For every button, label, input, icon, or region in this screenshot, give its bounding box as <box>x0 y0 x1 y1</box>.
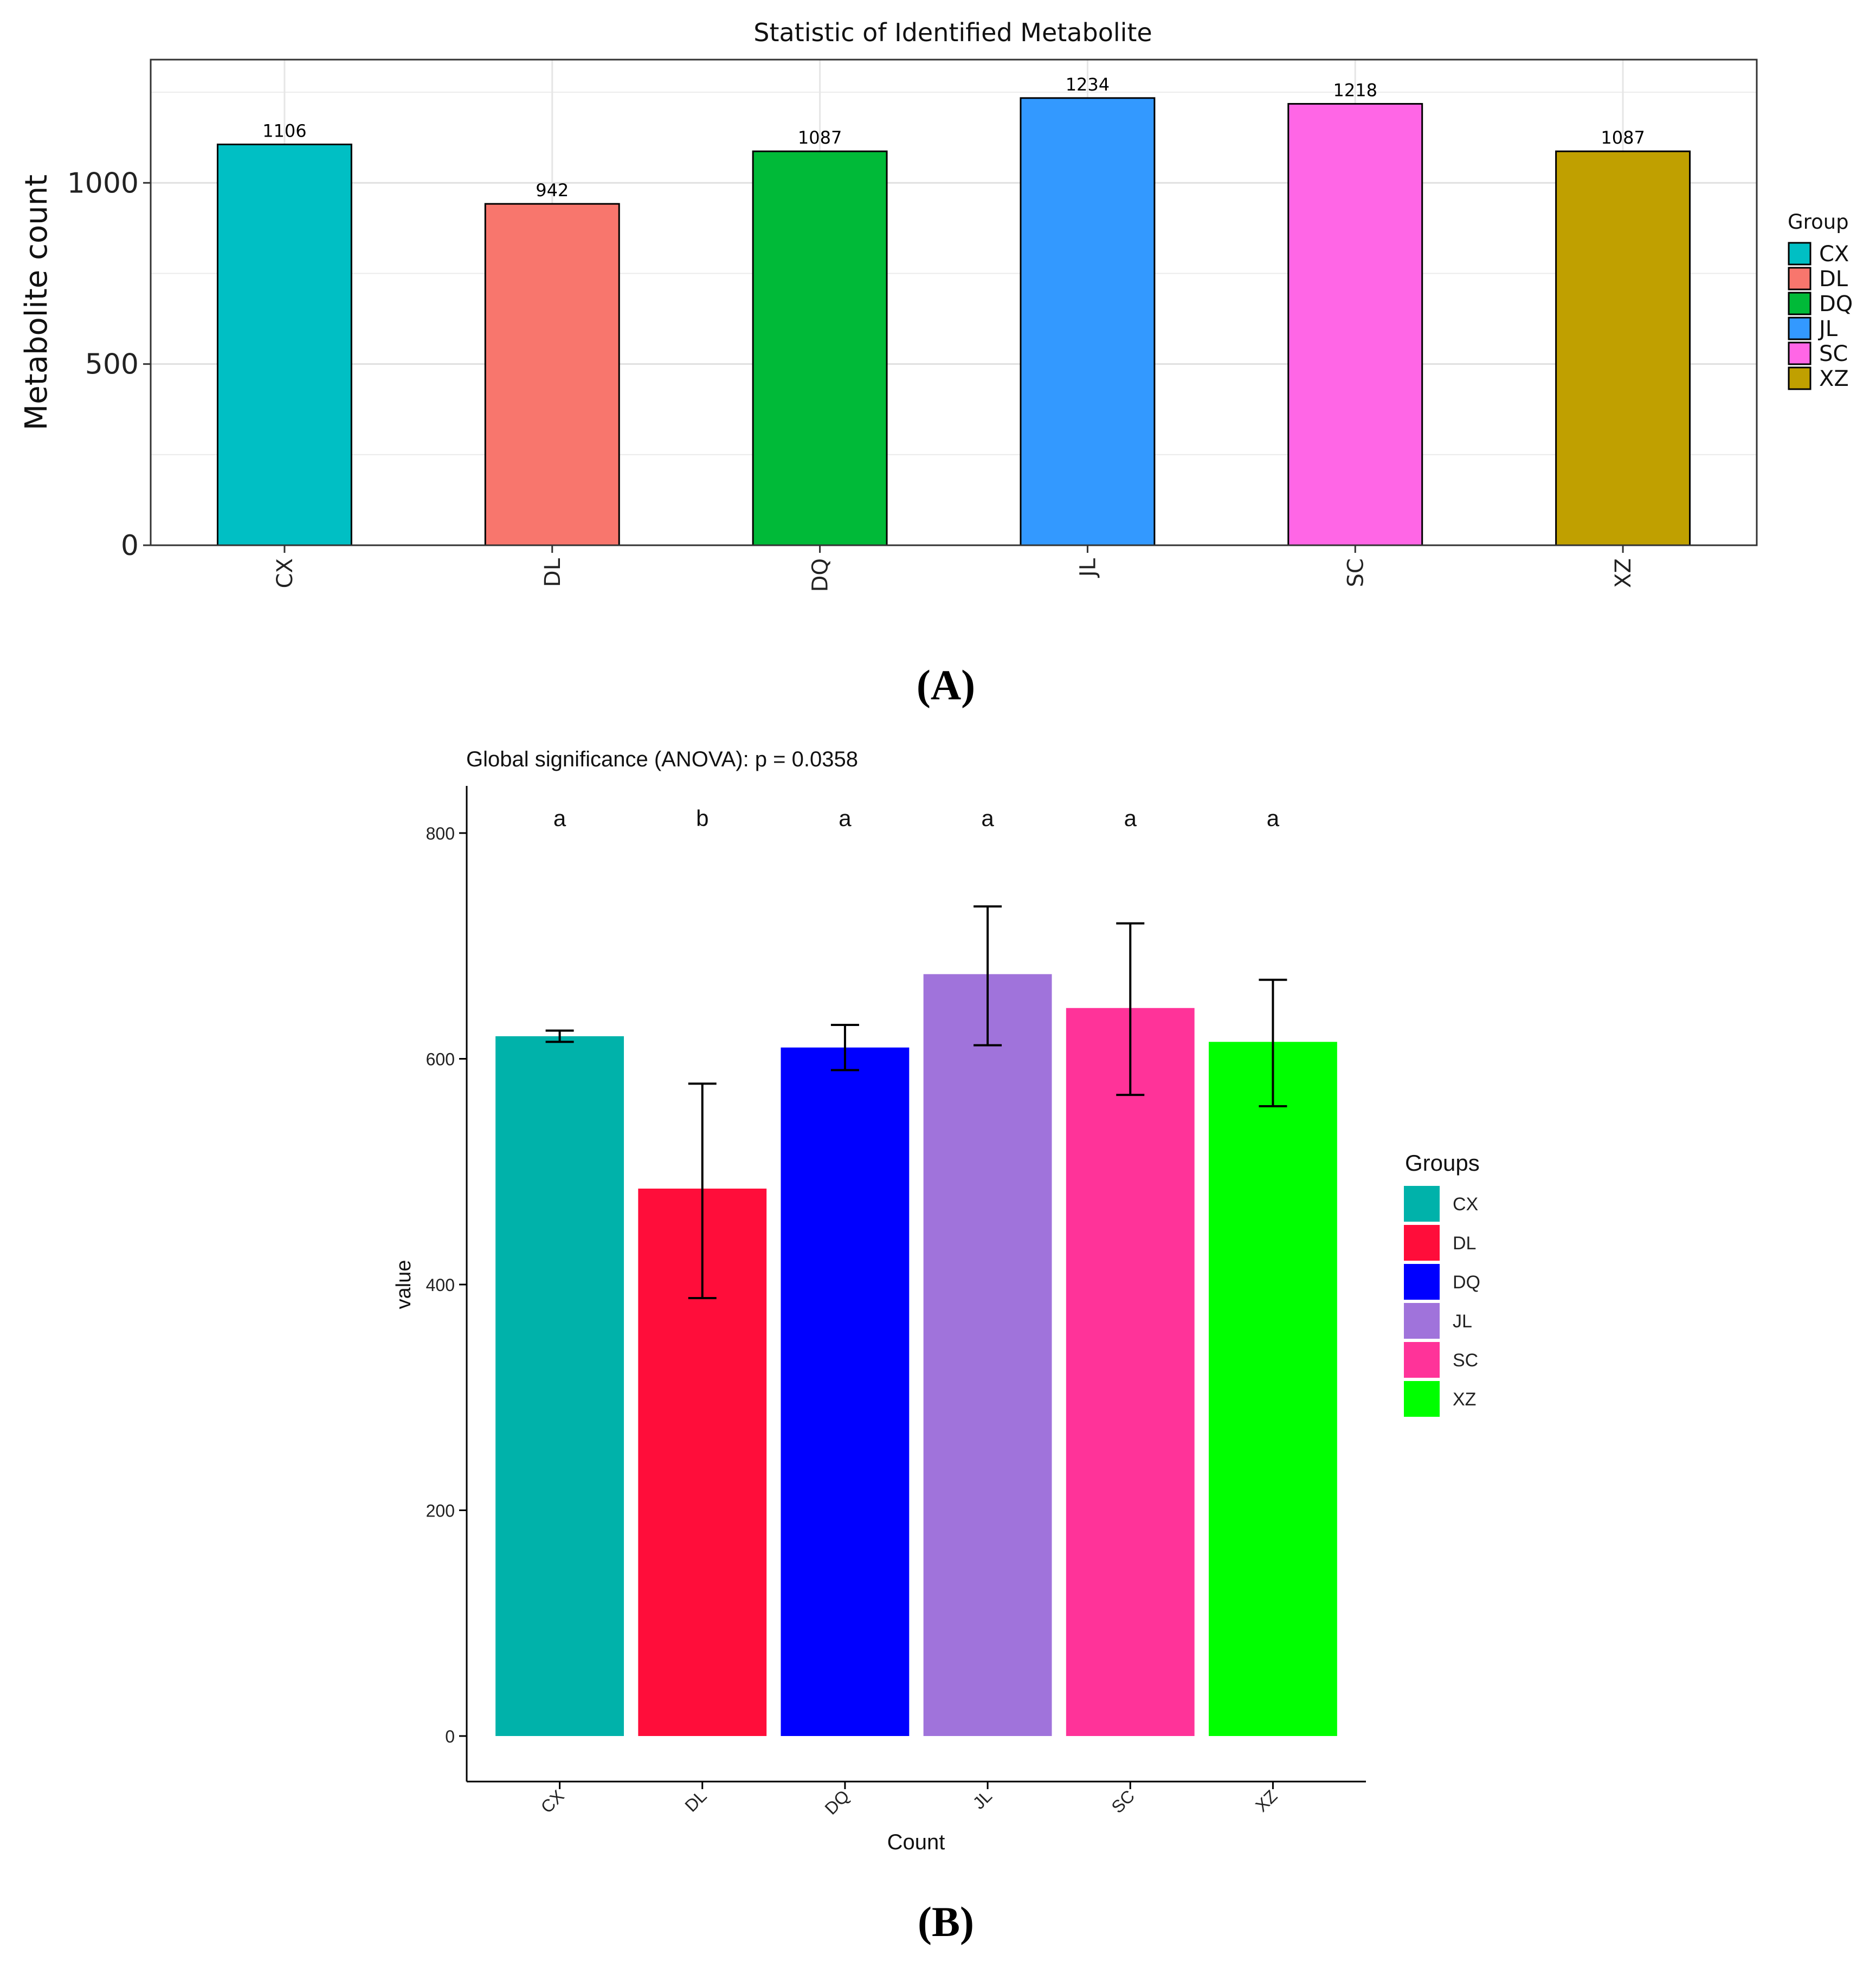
data-label-cx: 1106 <box>262 120 306 141</box>
panel-a-legend-title: Group <box>1788 210 1849 234</box>
panel-b-legend: CX DL DQ JL SC XZ <box>1404 1186 1480 1417</box>
legend-key-xz <box>1788 366 1811 390</box>
panel-a-y-axis: 0 500 1000 <box>67 167 151 562</box>
panel-a-y-axis-label: Metabolite count <box>19 175 54 430</box>
legend-key-jl <box>1404 1303 1440 1339</box>
panel-a-bars <box>216 97 1691 546</box>
legend-key-cx <box>1404 1186 1440 1222</box>
y-tick-label: 1000 <box>67 167 139 199</box>
error-bar-cx <box>545 1029 574 1043</box>
panel-a-plot-area <box>151 60 1757 545</box>
data-label-jl: 1234 <box>1066 74 1110 95</box>
panel-b-error-bars <box>545 905 1287 1299</box>
panel-a-chart: Statistic of Identified Metabolite 1106 9… <box>19 18 1853 592</box>
panel-a-data-labels: 1106 942 1087 1234 1218 1087 <box>262 74 1645 201</box>
panel-b-bars <box>495 974 1337 1736</box>
legend-label-dl: DL <box>1453 1233 1476 1254</box>
bar-dq <box>781 1047 910 1736</box>
bar-sc <box>1287 103 1423 546</box>
legend-label-cx: CX <box>1819 242 1849 267</box>
x-tick-label-xz: XZ <box>1611 558 1636 588</box>
legend-key-xz <box>1404 1381 1440 1417</box>
x-tick-label-sc: SC <box>1343 558 1368 587</box>
panel-b-x-axis-label: Count <box>887 1830 945 1854</box>
legend-key-dl <box>1788 267 1811 291</box>
significance-letter-dq: a <box>839 805 852 831</box>
bar-dq <box>752 150 888 546</box>
y-tick-label: 500 <box>85 349 139 381</box>
y-tick-label: 600 <box>426 1050 455 1069</box>
legend-label-jl: JL <box>1817 317 1838 341</box>
data-label-dq: 1087 <box>798 127 842 148</box>
data-label-sc: 1218 <box>1333 80 1377 101</box>
panel-a-x-axis: CX DL DQ JL SC XZ <box>273 545 1636 592</box>
error-bar-xz <box>1259 978 1287 1107</box>
legend-label-sc: SC <box>1453 1350 1478 1371</box>
y-tick-label: 200 <box>426 1501 455 1521</box>
error-bar-dl <box>688 1082 717 1299</box>
bar-xz <box>1555 150 1691 546</box>
legend-label-jl: JL <box>1453 1311 1472 1332</box>
bar-cx <box>495 1036 624 1736</box>
panel-b-chart: Global significance (ANOVA): p = 0.0358 … <box>392 747 1480 1854</box>
legend-label-dq: DQ <box>1453 1272 1480 1293</box>
significance-letter-xz: a <box>1267 805 1280 831</box>
error-bar-sc <box>1116 922 1145 1096</box>
panel-a-plot-frame <box>150 59 1758 546</box>
legend-key-dl <box>1404 1225 1440 1261</box>
significance-letter-sc: a <box>1124 805 1137 831</box>
legend-label-dl: DL <box>1819 267 1848 292</box>
significance-letter-dl: b <box>696 805 708 831</box>
data-label-xz: 1087 <box>1601 127 1645 148</box>
bar-sc <box>1066 1008 1195 1736</box>
x-tick-label-dq: DQ <box>808 558 833 592</box>
bar-jl <box>923 974 1052 1736</box>
legend-key-jl <box>1788 317 1811 340</box>
legend-label-sc: SC <box>1819 341 1848 366</box>
legend-key-cx <box>1788 242 1811 266</box>
legend-key-dq <box>1404 1264 1440 1300</box>
panel-b-label: (B) <box>918 1898 974 1945</box>
panel-a-label: (A) <box>917 661 975 708</box>
bar-jl <box>1020 97 1156 546</box>
y-tick-label: 400 <box>426 1275 455 1295</box>
y-tick-label: 0 <box>121 530 139 562</box>
panel-b-legend-title: Groups <box>1405 1150 1480 1176</box>
x-tick-label-dl: DL <box>540 558 565 587</box>
panel-b-y-axis-label: value <box>392 1260 415 1309</box>
significance-letter-jl: a <box>981 805 994 831</box>
bar-cx <box>216 143 352 546</box>
x-tick-label-cx: CX <box>273 558 298 588</box>
legend-label-xz: XZ <box>1819 366 1849 391</box>
legend-key-sc <box>1788 341 1811 365</box>
error-bar-dq <box>830 1024 859 1072</box>
legend-label-dq: DQ <box>1819 292 1853 317</box>
x-tick-label-jl: JL <box>1075 558 1100 578</box>
error-bar-jl <box>974 905 1002 1047</box>
significance-letter-cx: a <box>553 805 566 831</box>
legend-key-sc <box>1404 1342 1440 1378</box>
bar-dl <box>484 203 620 546</box>
data-label-dl: 942 <box>536 180 569 201</box>
y-tick-label: 800 <box>426 824 455 843</box>
bar-xz <box>1208 1042 1337 1736</box>
panel-b-y-axis: 0 200 400 600 800 <box>426 824 467 1746</box>
legend-label-cx: CX <box>1453 1194 1478 1215</box>
panel-a-title: Statistic of Identified Metabolite <box>753 18 1152 47</box>
legend-label-xz: XZ <box>1453 1389 1476 1410</box>
legend-key-dq <box>1788 292 1811 315</box>
panel-b-title: Global significance (ANOVA): p = 0.0358 <box>466 747 858 771</box>
y-tick-label: 0 <box>445 1727 455 1746</box>
